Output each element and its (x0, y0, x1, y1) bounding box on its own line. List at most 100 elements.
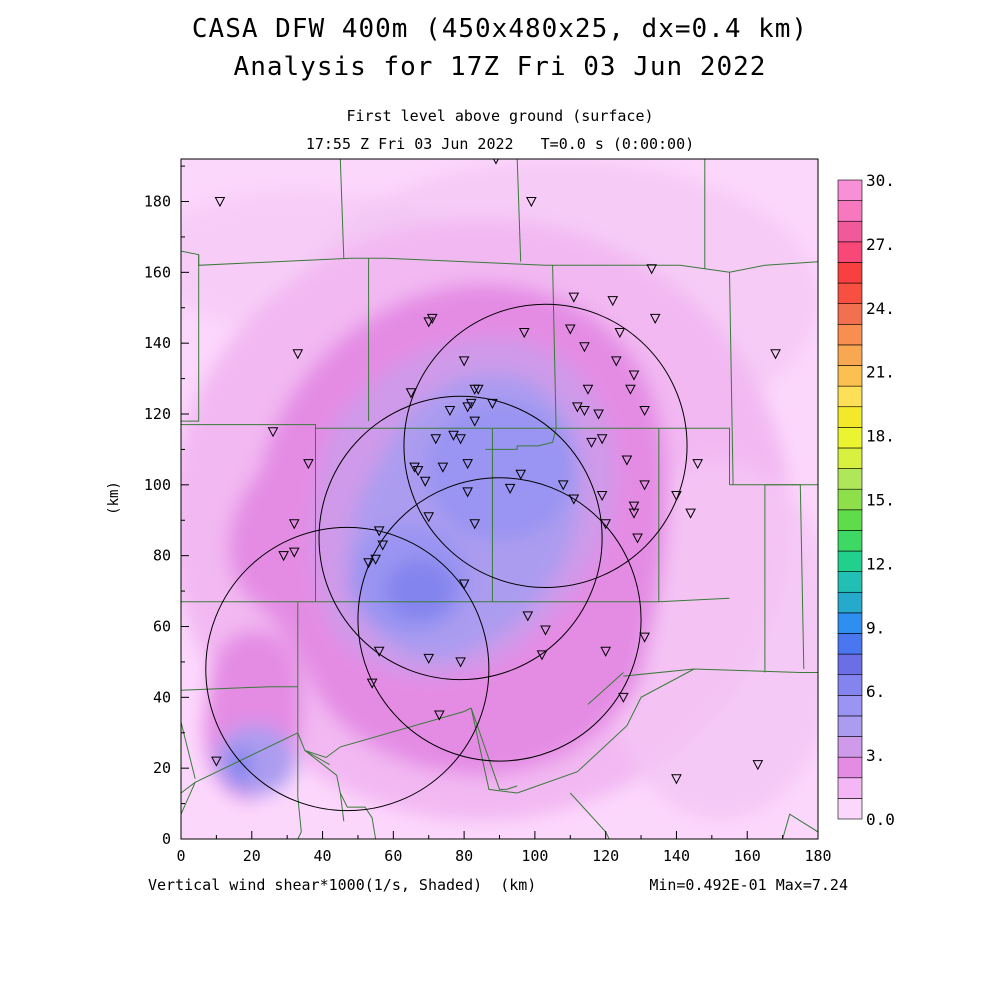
county-line (304, 750, 330, 766)
x-tick-label: 0 (176, 847, 185, 865)
y-tick-label: 20 (153, 759, 171, 777)
y-tick-label: 60 (153, 618, 171, 636)
colorbar-label: 0.0 (866, 810, 895, 829)
county-line (764, 484, 805, 670)
colorbar-swatch (837, 509, 863, 531)
station-marker (373, 646, 385, 657)
county-line (470, 707, 518, 794)
county-line (516, 159, 522, 262)
radar-ring (403, 303, 688, 589)
colorbar-swatch (837, 427, 863, 449)
county-boundaries (181, 159, 818, 839)
x-tick-label: 180 (804, 847, 831, 865)
x-tick-label: 40 (314, 847, 332, 865)
time-subtitle: 17:55 Z Fri 03 Jun 2022 T=0.0 s (0:00:00… (305, 135, 695, 153)
station-marker (412, 466, 424, 477)
x-tick-label: 100 (521, 847, 548, 865)
colorbar-swatch (837, 612, 863, 634)
station-marker (579, 342, 590, 353)
colorbar-label: 27. (866, 235, 895, 254)
station-marker (363, 558, 374, 569)
county-line (304, 750, 377, 839)
station-marker (526, 197, 537, 208)
y-tick-label: 140 (144, 334, 171, 352)
station-marker (303, 459, 314, 470)
station-marker (610, 356, 622, 367)
station-marker (373, 526, 385, 537)
colorbar-swatch (837, 756, 863, 779)
colorbar-label: 18. (866, 427, 895, 446)
colorbar-swatch (837, 179, 863, 201)
station-marker (211, 756, 222, 767)
station-marker (409, 462, 420, 473)
colorbar-swatch (837, 406, 863, 428)
station-marker (646, 264, 658, 275)
station-marker (288, 547, 300, 558)
station-marker (419, 476, 431, 487)
station-marker (564, 324, 576, 335)
county-line (297, 707, 472, 759)
station-marker (469, 416, 481, 427)
colorbar-swatch (837, 385, 863, 408)
radar-ring (318, 395, 603, 681)
station-marker (692, 459, 704, 470)
x-axis: 0 20 40 60 80 100 120 140 160 180 (176, 831, 832, 865)
station-marker (639, 632, 650, 643)
station-marker (458, 579, 470, 590)
colorbar-swatch (837, 262, 863, 284)
county-line (623, 668, 818, 677)
station-marker (448, 430, 459, 441)
colorbar-swatch (837, 550, 863, 572)
colorbar-swatch (837, 695, 863, 717)
y-tick-label: 40 (153, 688, 171, 706)
colorbar-label: 21. (866, 363, 895, 382)
station-marker (579, 405, 590, 417)
x-axis-caption: Vertical wind shear*1000(1/s, Shaded) (k… (148, 876, 537, 894)
y-tick-label: 80 (153, 547, 171, 565)
county-line (517, 668, 695, 794)
colorbar-label: 3. (866, 746, 885, 765)
station-marker (434, 710, 445, 721)
x-tick-label: 60 (384, 847, 402, 865)
station-marker (423, 512, 435, 523)
level-subtitle: First level above ground (surface) (346, 107, 654, 125)
station-marker (596, 434, 608, 445)
station-marker (430, 434, 442, 445)
station-marker (568, 292, 580, 303)
colorbar-swatch (837, 365, 863, 387)
colorbar-swatch (837, 736, 863, 758)
x-tick-label: 120 (592, 847, 619, 865)
x-tick-label: 20 (243, 847, 261, 865)
station-marker (614, 328, 626, 339)
station-marker (462, 487, 473, 498)
station-marker (536, 650, 548, 661)
colorbar-label: 30. (866, 171, 895, 190)
station-marker (582, 384, 594, 395)
colorbar-label: 24. (866, 299, 895, 318)
colorbar-label: 15. (866, 491, 895, 510)
station-marker (639, 405, 650, 417)
station-markers (211, 159, 781, 785)
colorbar-swatch (837, 303, 863, 325)
station-marker (465, 398, 477, 409)
colorbar-swatch (837, 633, 863, 655)
station-marker (540, 625, 551, 636)
station-marker (288, 519, 300, 530)
station-marker (370, 554, 381, 565)
county-line (297, 601, 302, 839)
station-marker (455, 657, 466, 668)
station-marker (628, 501, 640, 512)
x-tick-label: 80 (455, 847, 473, 865)
radar-ring (357, 477, 642, 762)
colorbar-label: 9. (866, 618, 885, 637)
station-marker (752, 760, 764, 771)
analysis-title: Analysis for 17Z Fri 03 Jun 2022 (233, 52, 767, 82)
station-marker (628, 370, 640, 381)
colorbar-swatch (837, 777, 863, 799)
station-marker (600, 646, 611, 657)
colorbar-swatch (837, 571, 863, 593)
station-marker (423, 653, 435, 664)
station-marker (444, 405, 456, 417)
station-marker (607, 296, 619, 307)
station-marker (462, 402, 473, 413)
